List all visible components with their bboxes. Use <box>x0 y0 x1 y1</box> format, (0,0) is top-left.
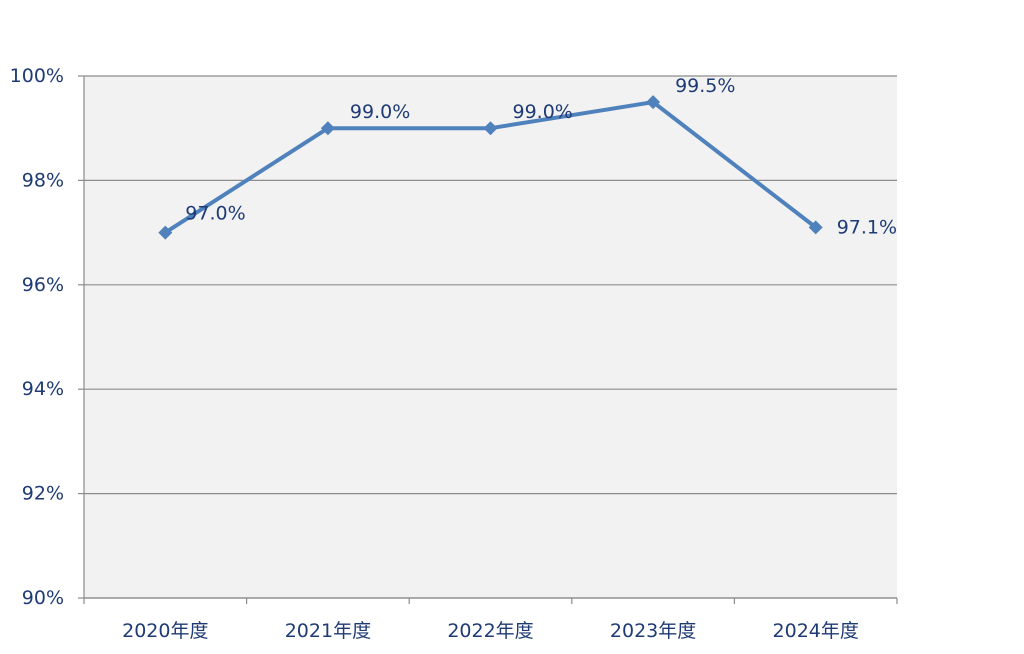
data-point-marker <box>646 95 661 110</box>
plot-area <box>84 76 897 598</box>
data-label: 99.0% <box>513 101 573 123</box>
y-tick-label: 90% <box>22 587 64 609</box>
series <box>158 95 823 240</box>
data-labels: 97.0% 99.0% 99.0% 99.5% 97.1% <box>185 75 897 238</box>
data-point-marker <box>158 225 173 240</box>
data-label: 97.0% <box>185 203 245 225</box>
x-tick-labels: 2020年度 2021年度 2022年度 2023年度 2024年度 <box>122 620 859 642</box>
data-label: 99.0% <box>350 101 410 123</box>
axes <box>78 75 898 604</box>
data-point-marker <box>320 121 335 136</box>
x-tick-label: 2020年度 <box>122 620 208 642</box>
y-tick-label: 100% <box>10 65 64 87</box>
x-tick-label: 2022年度 <box>447 620 533 642</box>
x-tick-label: 2021年度 <box>285 620 371 642</box>
x-tick-label: 2023年度 <box>610 620 696 642</box>
data-label: 97.1% <box>837 216 897 238</box>
x-tick-label: 2024年度 <box>773 620 859 642</box>
y-tick-label: 94% <box>22 378 64 400</box>
data-point-marker <box>808 220 823 235</box>
y-tick-labels: 90% 92% 94% 96% 98% 100% <box>10 65 64 609</box>
data-point-marker <box>483 121 498 136</box>
data-label: 99.5% <box>675 75 735 97</box>
y-tick-label: 96% <box>22 274 64 296</box>
y-tick-label: 92% <box>22 483 64 505</box>
y-tick-label: 98% <box>22 169 64 191</box>
